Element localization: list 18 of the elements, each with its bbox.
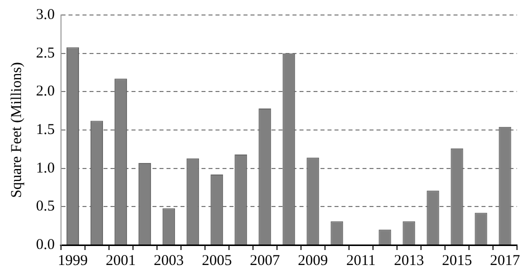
- y-tick-label: 0.0: [36, 236, 55, 253]
- x-tick-label: 2007: [250, 252, 280, 269]
- y-axis-title: Square Feet (Millions): [8, 62, 25, 198]
- y-tick-label: 1.0: [36, 160, 55, 176]
- y-tick-label: 0.5: [36, 198, 55, 215]
- y-tick-label: 3.0: [36, 6, 55, 23]
- x-tick-label: 1999: [58, 252, 88, 269]
- x-tick-label: 2015: [442, 252, 472, 269]
- x-tick-label: 2013: [394, 252, 424, 269]
- x-tick-label: 2005: [202, 252, 232, 269]
- x-tick-label: 2011: [346, 252, 376, 269]
- x-tick-label: 2001: [106, 252, 136, 269]
- y-tick-label: 2.0: [36, 84, 55, 100]
- x-tick-label: 2003: [154, 252, 184, 269]
- x-tick-label: 2009: [298, 252, 328, 269]
- x-tick-label: 2017: [490, 252, 520, 269]
- y-tick-label: 2.5: [36, 45, 55, 62]
- y-tick-label: 1.5: [36, 122, 55, 138]
